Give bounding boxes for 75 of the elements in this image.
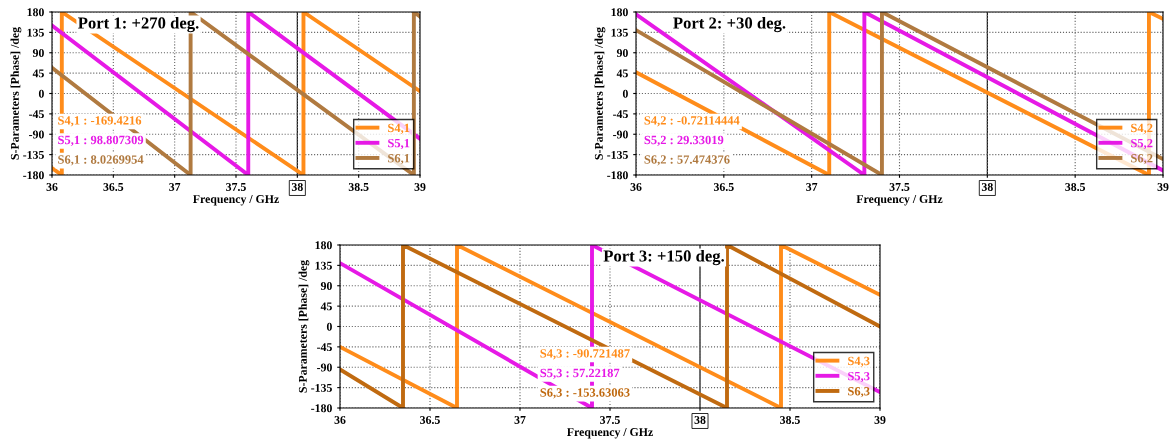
y-tick-label: -45: [317, 343, 332, 352]
y-tick-label: 180: [611, 8, 628, 17]
y-tick-label: -135: [23, 150, 44, 159]
chart-title: Port 1: +270 deg.: [78, 16, 199, 33]
y-tick-label: 45: [32, 69, 44, 78]
annotation: S5,3 : 57.22187: [540, 368, 620, 379]
y-axis-title: S-Parameters [Phase] /deg: [10, 27, 22, 160]
y-tick-label: 90: [616, 49, 628, 57]
x-axis-title: Frequency / GHz: [856, 195, 943, 206]
y-tick-label: -180: [23, 171, 44, 180]
legend-label: S6,3: [848, 387, 870, 398]
legend-label: S4,1: [388, 123, 410, 134]
x-tick-label: 36: [46, 183, 58, 191]
x-tick-label: 39: [874, 416, 886, 424]
y-tick-label: -135: [607, 150, 628, 159]
y-tick-label: -135: [311, 383, 332, 392]
y-tick-label: 135: [315, 261, 332, 270]
y-tick-label: 45: [320, 302, 332, 311]
y-tick-label: 0: [38, 89, 44, 98]
legend-label: S5,1: [388, 138, 410, 150]
annotation: S4,1 : -169.4216: [58, 116, 142, 127]
annotation: S6,3 : -153.63063: [540, 388, 630, 399]
x-tick-label: 38.5: [348, 182, 369, 191]
y-tick-label: -90: [29, 130, 44, 139]
legend-label: S6,2: [1131, 154, 1153, 165]
legend-label: S6,1: [388, 154, 410, 165]
y-tick-label: 90: [32, 49, 44, 57]
y-tick-label: 135: [611, 28, 628, 37]
x-tick-label: 37: [514, 416, 526, 424]
x-axis-title: Frequency / GHz: [193, 195, 279, 206]
y-tick-label: -45: [613, 110, 628, 119]
x-tick-label: 36.5: [713, 183, 734, 191]
legend-label: S5,2: [1131, 138, 1153, 150]
annotation: S6,1 : 8.0269954: [58, 155, 144, 166]
y-tick-label: 45: [616, 69, 628, 78]
y-tick-label: 180: [315, 241, 332, 250]
y-tick-label: -180: [311, 404, 332, 413]
x-tick-label: 39: [414, 183, 426, 191]
x-tick-label: 38: [291, 182, 303, 191]
x-tick-label: 39: [1157, 183, 1169, 191]
y-tick-label: -90: [613, 130, 628, 139]
y-tick-label: -45: [29, 110, 44, 119]
y-tick-label: -180: [607, 171, 628, 180]
x-tick-label: 36: [630, 183, 642, 191]
x-tick-label: 38.5: [780, 415, 800, 424]
x-tick-label: 36.5: [420, 416, 440, 424]
y-tick-label: 0: [326, 322, 332, 331]
y-axis-title: S-Parameters [Phase] /deg: [594, 27, 606, 160]
chart-title: Port 2: +30 deg.: [673, 16, 786, 33]
annotation: S6,2 : 57.474376: [644, 155, 730, 166]
y-tick-label: -90: [317, 363, 332, 372]
x-tick-label: 37: [169, 183, 181, 191]
y-tick-label: 180: [27, 8, 44, 17]
x-axis-title: Frequency / GHz: [567, 428, 653, 439]
y-tick-label: 135: [27, 28, 44, 37]
annotation: S4,3 : -90.721487: [540, 349, 630, 360]
annotation: S4,2 : -0.72114444: [644, 116, 740, 127]
x-tick-label: 36.5: [103, 183, 124, 191]
x-tick-label: 37.5: [226, 183, 246, 191]
legend-label: S5,3: [848, 371, 870, 383]
annotation: S5,1 : 98.807309: [58, 135, 144, 146]
legend-label: S4,2: [1131, 123, 1153, 134]
y-axis-title: S-Parameters [Phase] /deg: [298, 260, 310, 393]
legend-label: S4,3: [848, 356, 870, 367]
x-tick-label: 38: [981, 182, 993, 191]
y-tick-label: 0: [622, 89, 628, 98]
x-tick-label: 36: [334, 416, 346, 424]
x-tick-label: 37.5: [600, 416, 620, 424]
annotation: S5,2 : 29.33019: [644, 135, 724, 146]
x-tick-label: 37.5: [889, 183, 910, 191]
y-tick-label: 90: [320, 282, 332, 290]
chart-title: Port 3: +150 deg.: [603, 249, 725, 266]
x-tick-label: 37: [806, 183, 818, 191]
x-tick-label: 38.5: [1065, 182, 1086, 191]
x-tick-label: 38: [694, 415, 706, 424]
